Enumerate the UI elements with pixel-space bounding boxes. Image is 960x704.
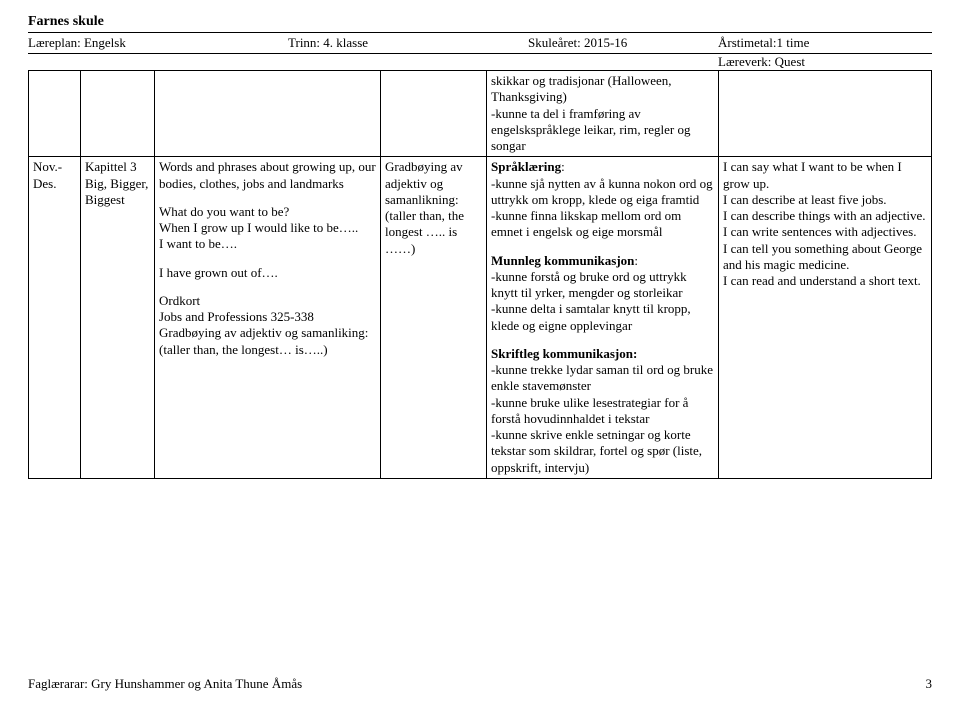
cell-empty — [155, 71, 381, 157]
school-name: Farnes skule — [28, 14, 932, 30]
cell-empty — [719, 71, 932, 157]
plan-label: Læreplan: Engelsk — [28, 35, 288, 51]
arstimetal-label: Årstimetal:1 time — [718, 35, 932, 51]
header-meta-row: Læreplan: Engelsk Trinn: 4. klasse Skule… — [28, 32, 932, 54]
content-p4: OrdkortJobs and Professions 325-338Gradb… — [159, 293, 376, 358]
cell-empty — [381, 71, 487, 157]
trinn-label: Trinn: 4. klasse — [288, 35, 528, 51]
cell-period: Nov.- Des. — [29, 157, 81, 479]
cell-grammar: Gradbøying av adjektiv og samanlikning: … — [381, 157, 487, 479]
cell-empty — [29, 71, 81, 157]
footer-page-number: 3 — [926, 676, 933, 692]
skulearet-label: Skuleåret: 2015-16 — [528, 35, 718, 51]
lareverk-label: Læreverk: Quest — [28, 54, 932, 70]
footer-teachers: Faglærarar: Gry Hunshammer og Anita Thun… — [28, 676, 302, 692]
cell-goals: Språklæring:-kunne sjå nytten av å kunna… — [487, 157, 719, 479]
content-p1: Words and phrases about growing up, our … — [159, 159, 376, 192]
cell-chapter: Kapittel 3Big, Bigger, Biggest — [81, 157, 155, 479]
goals-h1: Språklæring — [491, 159, 561, 174]
goals-h3: Skriftleg kommunikasjon: — [491, 346, 637, 361]
table-row: skikkar og tradisjonar (Halloween, Thank… — [29, 71, 932, 157]
content-p2: What do you want to be?When I grow up I … — [159, 204, 376, 253]
content-p3: I have grown out of…. — [159, 265, 376, 281]
footer: Faglærarar: Gry Hunshammer og Anita Thun… — [28, 676, 932, 692]
cell-top-goals: skikkar og tradisjonar (Halloween, Thank… — [487, 71, 719, 157]
goals-h2: Munnleg kommunikasjon — [491, 253, 634, 268]
cell-content: Words and phrases about growing up, our … — [155, 157, 381, 479]
curriculum-table: skikkar og tradisjonar (Halloween, Thank… — [28, 70, 932, 479]
goals-p3: -kunne trekke lydar saman til ord og bru… — [491, 362, 714, 476]
cell-ican: I can say what I want to be when I grow … — [719, 157, 932, 479]
cell-empty — [81, 71, 155, 157]
table-row: Nov.- Des. Kapittel 3Big, Bigger, Bigges… — [29, 157, 932, 479]
